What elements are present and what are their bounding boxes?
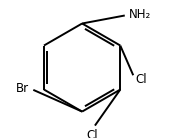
Text: Br: Br <box>16 82 29 95</box>
Text: Cl: Cl <box>135 73 147 86</box>
Text: Cl: Cl <box>87 129 98 138</box>
Text: NH₂: NH₂ <box>129 8 151 21</box>
